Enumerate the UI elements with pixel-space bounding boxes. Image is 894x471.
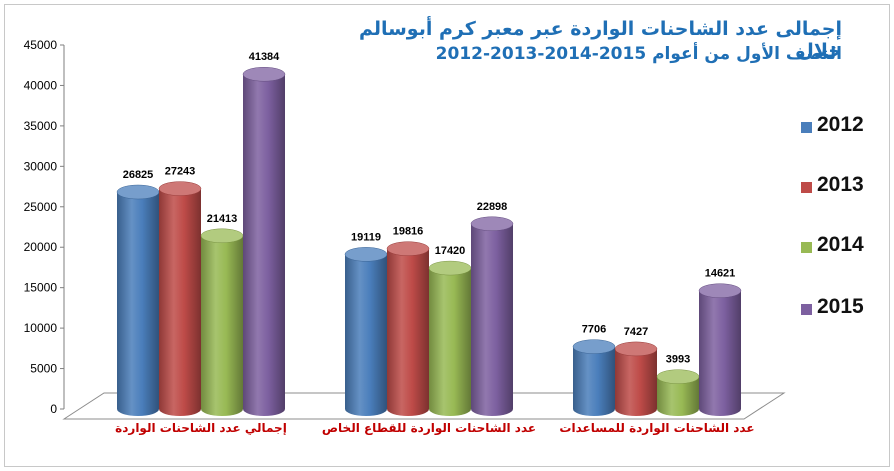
bar-2012 [573, 346, 615, 416]
bar-2013 [615, 348, 657, 416]
bar-cap-2014 [656, 369, 700, 384]
category-label: عدد الشاحنات الواردة للمساعدات [559, 421, 754, 436]
legend-item-2015: 2015 [790, 295, 885, 325]
bar-2014 [657, 376, 699, 416]
bar-2015 [699, 290, 741, 416]
bar-cap-2012 [116, 184, 160, 200]
data-label: 26825 [123, 169, 154, 181]
category-label: عدد الشاحنات الواردة للقطاع الخاص [322, 421, 536, 436]
chart-title-line2: النصف الأول من أعوام 2015-2014-2013-2012 [435, 44, 842, 64]
y-tick-label: 20000 [24, 240, 58, 254]
y-tick-label: 15000 [24, 281, 58, 295]
legend-swatch-2015 [801, 304, 812, 315]
legend-swatch-2014 [801, 242, 812, 253]
bar-2014 [201, 235, 243, 416]
legend-swatch-2012 [801, 122, 812, 133]
bar-cap-2015 [698, 283, 742, 298]
bar-2015 [243, 74, 285, 416]
legend-label-2014: 2014 [817, 233, 864, 256]
bar-cap-2015 [470, 216, 514, 232]
legend-label-2015: 2015 [817, 295, 864, 318]
data-label: 19816 [393, 226, 424, 238]
bar-2013 [387, 248, 429, 416]
bar-cap-2014 [428, 260, 472, 276]
bar-cap-2013 [386, 241, 430, 256]
bar-cap-2013 [614, 341, 658, 357]
legend-label-2013: 2013 [817, 173, 864, 196]
data-label: 7706 [582, 324, 606, 336]
data-label: 22898 [477, 201, 508, 213]
bar-cap-2014 [200, 228, 244, 244]
bar-cap-2012 [572, 339, 616, 354]
legend-swatch-2013 [801, 182, 812, 193]
legend-item-2012: 2012 [790, 113, 885, 143]
bar-2014 [429, 268, 471, 416]
bar-2015 [471, 223, 513, 416]
bar-cap-2013 [158, 181, 202, 196]
data-label: 17420 [435, 245, 466, 257]
chart-title-line1: إجمالى عدد الشاحنات الواردة عبر معبر كرم… [358, 18, 842, 62]
data-label: 41384 [249, 51, 280, 63]
data-label: 27243 [165, 166, 196, 178]
y-tick-label: 40000 [24, 78, 58, 92]
category-label: إجمالي عدد الشاحنات الواردة [115, 421, 287, 436]
legend-label-2012: 2012 [817, 113, 864, 136]
data-label: 14621 [705, 268, 736, 280]
data-label: 21413 [207, 213, 238, 225]
data-label: 3993 [666, 354, 690, 366]
data-label: 19119 [351, 231, 381, 243]
bar-2012 [117, 192, 159, 416]
y-tick-label: 5000 [30, 362, 57, 376]
legend-item-2014: 2014 [790, 233, 885, 263]
y-tick-label: 45000 [24, 38, 58, 52]
chart-frame [4, 4, 890, 467]
data-label: 7427 [624, 326, 648, 338]
y-tick-label: 10000 [24, 321, 58, 335]
bar-2012 [345, 254, 387, 416]
bar-cap-2012 [344, 247, 388, 262]
bar-2013 [159, 188, 201, 416]
y-tick-label: 30000 [24, 159, 58, 173]
bar-cap-2015 [242, 66, 286, 82]
y-tick-label: 35000 [24, 119, 58, 133]
y-tick-label: 0 [50, 402, 57, 416]
legend-item-2013: 2013 [790, 173, 885, 203]
y-tick-label: 25000 [24, 200, 58, 214]
